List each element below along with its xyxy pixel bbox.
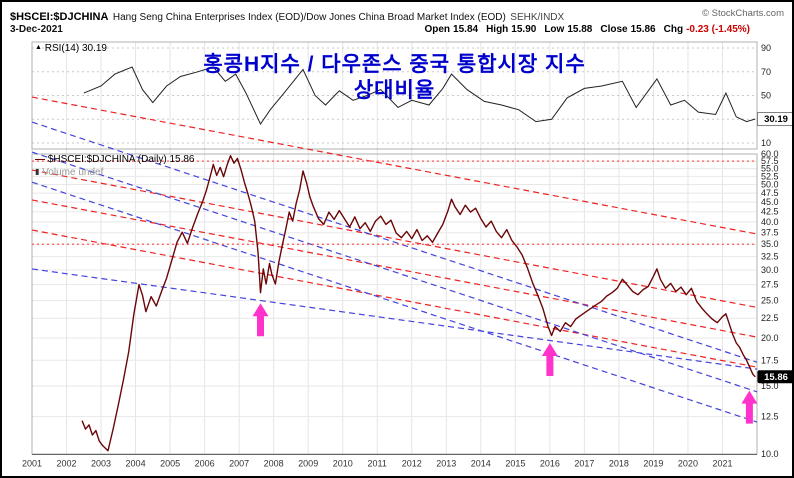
copyright-notice: © StockCharts.com	[702, 8, 784, 19]
volume-legend: ▮ Volume undef	[35, 167, 103, 178]
main-y-tick-label: 47.5	[761, 188, 779, 198]
line-color-swatch-icon: —	[35, 154, 45, 165]
main-y-tick-label: 50.0	[761, 180, 779, 190]
close-label: Close	[600, 24, 628, 35]
low-label: Low	[544, 24, 565, 35]
symbol-description: Hang Seng China Enterprises Index (EOD)/…	[112, 12, 506, 23]
red-trendline	[31, 199, 758, 338]
main-y-tick-label: 37.5	[761, 228, 779, 238]
up-arrow-annotation	[541, 343, 558, 376]
indicator-triangle-icon: ▲	[35, 44, 42, 51]
main-y-tick-label: 20.0	[761, 333, 779, 343]
chart-date: 3-Dec-2021	[10, 24, 63, 35]
x-axis-labels: 2001 2002 2003 2004 2005 2006 2007 2008 2009 2010…	[22, 454, 757, 469]
chart-title-line1: 홍콩H지수 / 다우존스 중국 통합시장 지수	[203, 53, 586, 76]
rsi-y-tick-label: 90	[761, 43, 771, 53]
rsi-y-tick-label: 50	[761, 91, 771, 101]
rsi-line	[83, 66, 756, 126]
price-legend: — $HSCEI:$DJCHINA (Daily) 15.86	[35, 154, 195, 165]
high-label: High	[486, 24, 509, 35]
x-tick-label: 2005	[160, 459, 180, 469]
x-tick-label: 2018	[609, 459, 629, 469]
x-tick-label: 2019	[643, 459, 663, 469]
main-y-tick-label: 17.5	[761, 355, 779, 365]
x-tick-label: 2009	[298, 459, 318, 469]
main-y-tick-label: 25.0	[761, 296, 779, 306]
blue-trendline	[31, 268, 758, 370]
chart-title-line2: 상대비율	[353, 79, 436, 102]
chg-label: Chg	[663, 24, 684, 35]
x-tick-label: 2014	[471, 459, 491, 469]
open-value: 15.84	[453, 24, 479, 35]
close-value: 15.86	[630, 24, 656, 35]
x-tick-label: 2012	[402, 459, 422, 469]
symbol-ticker: $HSCEI:$DJCHINA	[10, 11, 109, 23]
header: $HSCEI:$DJCHINA Hang Seng China Enterpri…	[10, 7, 564, 25]
blue-trendline	[31, 151, 758, 393]
high-value: 15.90	[511, 24, 537, 35]
annotation-arrows	[252, 303, 758, 424]
main-y-tick-label: 57.5	[761, 156, 779, 166]
x-tick-label: 2015	[505, 459, 525, 469]
price-value-box-label: 15.86	[764, 372, 788, 383]
main-y-tick-label: 35.0	[761, 239, 779, 249]
chg-value: -0.23 (-1.45%)	[686, 24, 750, 35]
main-y-tick-label: 30.0	[761, 265, 779, 275]
blue-trendline	[31, 121, 758, 363]
x-tick-label: 2007	[229, 459, 249, 469]
x-tick-label: 2020	[678, 459, 698, 469]
main-y-tick-label: 45.0	[761, 197, 779, 207]
main-y-tick-label: 55.0	[761, 164, 779, 174]
exchange-code: SEHK/INDX	[510, 12, 565, 23]
price-value-box	[757, 370, 792, 384]
main-y-tick-label: 32.5	[761, 252, 779, 262]
y-axis-labels: 60.057.555.052.550.047.545.042.540.037.5…	[761, 43, 779, 459]
x-tick-label: 2002	[57, 459, 77, 469]
main-y-tick-label: 12.5	[761, 412, 779, 422]
volume-bar-icon: ▮	[35, 167, 40, 176]
price-line	[81, 154, 756, 452]
x-tick-label: 2016	[540, 459, 560, 469]
rsi-y-tick-label: 10	[761, 138, 771, 148]
ohlc-quote-row: Open 15.84 High 15.90 Low 15.88 Close 15.86 Chg -…	[424, 24, 750, 35]
volume-legend-text: Volume undef	[42, 167, 104, 178]
main-y-tick-label: 52.5	[761, 171, 779, 181]
main-y-tick-label: 27.5	[761, 280, 779, 290]
rsi-legend: ▲ RSI(14) 30.19	[35, 43, 107, 54]
x-tick-label: 2013	[436, 459, 456, 469]
open-label: Open	[424, 24, 451, 35]
chart-title: 홍콩H지수 / 다우존스 중국 통합시장 지수 상대비율	[32, 52, 757, 104]
blue-trendline	[31, 181, 758, 423]
x-tick-label: 2017	[574, 459, 594, 469]
main-y-tick-label: 42.5	[761, 207, 779, 217]
x-tick-label: 2008	[264, 459, 284, 469]
rsi-value-box	[757, 112, 792, 127]
main-y-tick-label: 22.5	[761, 313, 779, 323]
x-tick-label: 2021	[712, 459, 732, 469]
red-trendline	[31, 229, 758, 368]
rsi-value-box-label: 30.19	[764, 114, 788, 125]
rsi-legend-text: RSI(14) 30.19	[44, 43, 107, 54]
main-y-tick-label: 60.0	[761, 149, 779, 159]
x-tick-label: 2004	[126, 459, 146, 469]
low-value: 15.88	[567, 24, 593, 35]
main-y-tick-label: 15.0	[761, 381, 779, 391]
price-legend-text: $HSCEI:$DJCHINA (Daily) 15.86	[47, 154, 195, 165]
last-value-boxes: 30.19 15.86	[757, 112, 792, 384]
red-trendline	[31, 169, 758, 309]
x-tick-label: 2006	[195, 459, 215, 469]
red-trendline	[31, 96, 758, 235]
x-tick-label: 2011	[368, 459, 387, 469]
x-tick-label: 2010	[333, 459, 353, 469]
up-arrow-annotation	[741, 390, 758, 424]
rsi-y-tick-label: 70	[761, 67, 771, 77]
trend-lines	[31, 96, 758, 423]
up-arrow-annotation	[252, 303, 269, 337]
x-tick-label: 2001	[22, 459, 42, 469]
main-y-tick-label: 10.0	[761, 449, 779, 459]
x-tick-label: 2003	[91, 459, 111, 469]
main-y-tick-label: 40.0	[761, 217, 779, 227]
